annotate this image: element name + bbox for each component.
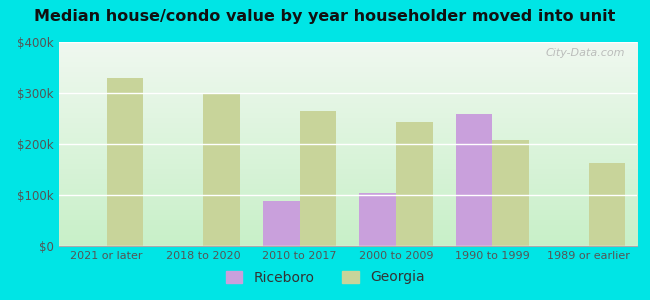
Bar: [359, 194, 396, 246]
Bar: [589, 163, 625, 246]
Bar: [396, 122, 433, 246]
Bar: [300, 111, 336, 246]
Bar: [107, 78, 144, 246]
Bar: [203, 94, 240, 246]
Legend: Riceboro, Georgia: Riceboro, Georgia: [220, 265, 430, 290]
Text: City-Data.com: City-Data.com: [546, 48, 625, 58]
Bar: [263, 201, 300, 246]
Bar: [456, 114, 493, 246]
Bar: [493, 140, 529, 246]
Text: Median house/condo value by year householder moved into unit: Median house/condo value by year househo…: [34, 9, 616, 24]
